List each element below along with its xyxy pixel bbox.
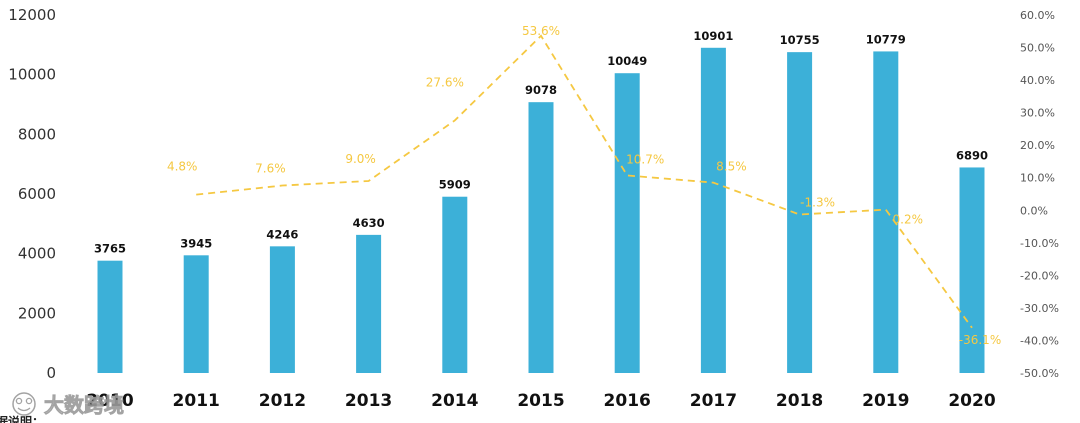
x-tick-label: 2019: [862, 391, 909, 411]
bar: [528, 102, 554, 373]
growth-percent-label: 9.0%: [345, 152, 376, 166]
bar: [442, 196, 468, 373]
bar: [183, 255, 209, 373]
bar: [269, 246, 295, 373]
y2-tick-label: -50.0%: [1020, 367, 1059, 380]
x-tick-label: 2017: [690, 391, 737, 411]
y2-tick-label: 60.0%: [1020, 9, 1055, 22]
x-tick-label: 2014: [431, 391, 478, 411]
watermark-logo-icon: [12, 392, 36, 416]
bar: [873, 51, 899, 373]
x-tick-label: 2013: [345, 391, 392, 411]
bar-value-label: 10779: [866, 32, 906, 46]
growth-percent-label: 27.6%: [426, 75, 464, 89]
y2-tick-label: -30.0%: [1020, 302, 1059, 315]
bar-value-labels: 3765 3945 4246 4630 5909 9078 10049 10901 10755 1…: [94, 29, 988, 256]
watermark-text: 大数跨境: [44, 393, 124, 417]
bar: [959, 167, 985, 373]
y2-tick-label: 50.0%: [1020, 42, 1055, 55]
x-tick-label: 2018: [776, 391, 823, 411]
y-axis-right: -50.0% -40.0% -30.0% -20.0% -10.0% 0.0% 10.0% 2…: [1020, 9, 1059, 380]
y-axis-left: 0 2000 4000 6000 8000 10000 12000: [8, 6, 56, 382]
growth-percent-label: 4.8%: [167, 160, 198, 174]
bar: [787, 52, 813, 374]
watermark: 大数跨境: [12, 392, 124, 417]
bar: [700, 47, 726, 373]
bar-value-label: 10049: [607, 54, 647, 68]
bar: [97, 260, 123, 373]
growth-percent-label: -36.1%: [959, 333, 1001, 347]
bar-value-label: 10755: [780, 33, 820, 47]
growth-percent-label: 7.6%: [255, 162, 286, 176]
y-tick-label: 2000: [18, 304, 56, 322]
y-tick-label: 4000: [18, 245, 56, 263]
growth-percent-label: 8.5%: [716, 160, 747, 174]
bar-value-label: 6890: [956, 148, 988, 162]
bar-value-label: 5909: [439, 178, 471, 192]
growth-line-series: [196, 34, 973, 329]
y-tick-label: 8000: [18, 125, 56, 143]
y2-tick-label: 10.0%: [1020, 172, 1055, 185]
x-tick-label: 2011: [173, 391, 220, 411]
bar-value-label: 3765: [94, 242, 126, 256]
bar-value-label: 4246: [266, 227, 298, 241]
x-tick-label: 2010: [86, 391, 133, 411]
y-tick-label: 6000: [18, 185, 56, 203]
y2-tick-label: 0.0%: [1020, 204, 1048, 217]
x-axis: 2010 2011 2012 2013 2014 2015 2016 2017 2018 2019…: [86, 391, 995, 411]
x-tick-label: 2020: [948, 391, 995, 411]
bar-value-label: 4630: [353, 216, 385, 230]
y2-tick-label: 40.0%: [1020, 74, 1055, 87]
y2-tick-label: -10.0%: [1020, 237, 1059, 250]
y-tick-label: 10000: [8, 66, 56, 84]
bar-value-label: 3945: [180, 236, 212, 250]
y-tick-label: 0: [46, 364, 56, 382]
y2-tick-label: 20.0%: [1020, 139, 1055, 152]
y2-tick-label: -20.0%: [1020, 269, 1059, 282]
growth-percent-label: 53.6%: [522, 24, 560, 38]
footnote-text: 据说明：: [0, 414, 44, 423]
y-tick-label: 12000: [8, 6, 56, 24]
growth-line: [196, 34, 973, 329]
bar-value-label: 10901: [693, 29, 733, 43]
x-tick-label: 2015: [517, 391, 564, 411]
x-tick-label: 2016: [604, 391, 651, 411]
growth-percent-label: -1.3%: [800, 196, 835, 210]
y2-tick-label: 30.0%: [1020, 107, 1055, 120]
bar-value-label: 9078: [525, 83, 557, 97]
y2-tick-label: -40.0%: [1020, 334, 1059, 347]
x-tick-label: 2012: [259, 391, 306, 411]
bar-series: [97, 47, 985, 374]
growth-percent-labels: 4.8% 7.6% 9.0% 27.6% 53.6% 10.7% 8.5% -1.3% 0.2%…: [167, 24, 1001, 347]
bar: [614, 73, 640, 373]
growth-percent-label: 10.7%: [626, 152, 664, 166]
bar: [356, 234, 382, 373]
growth-percent-label: 0.2%: [893, 213, 924, 227]
